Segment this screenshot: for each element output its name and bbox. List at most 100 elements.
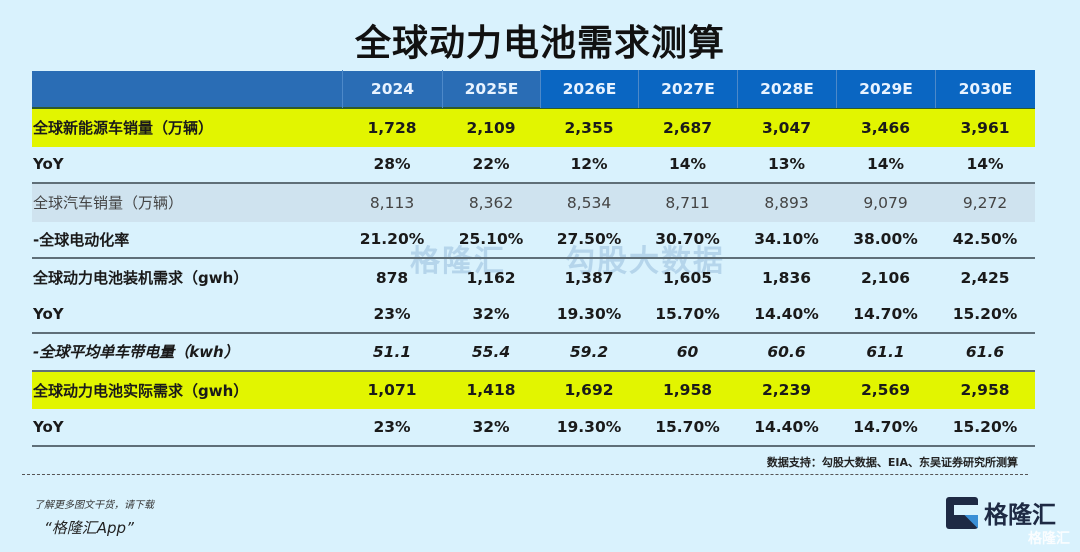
table-cell: 3,961 [960,118,1010,137]
table-cell: 1,692 [564,381,614,400]
table-cell: 60 [676,342,699,361]
table-row: YoY 23% 32% 19.30% 15.70% 14.40% 14.70% … [32,297,1035,334]
row-label: YoY [33,417,64,436]
table-cell: 32% [472,305,510,324]
row-label: 全球动力电池实际需求（gwh） [33,381,249,400]
brand-logo: 格隆汇 [946,495,1056,530]
table-row: -全球平均单车带电量（kwh） 51.1 55.4 59.2 60 60.6 6… [32,334,1035,372]
table-cell: 28% [373,155,411,174]
table-cell: 1,836 [761,268,812,287]
table-cell: 15.20% [952,417,1018,436]
table-cell: 14.40% [754,417,819,436]
dashed-divider [22,474,1028,475]
table-cell: 12% [570,155,608,174]
table-row: -全球电动化率 21.20% 25.10% 27.50% 30.70% 34.1… [32,222,1035,259]
table-cell: 14% [668,155,707,174]
promo-text: 了解更多图文干货，请下载 [34,500,154,511]
table-cell: 32% [472,417,510,436]
table-cell: 2,106 [860,268,911,287]
table-row: YoY 23% 32% 19.30% 15.70% 14.40% 14.70% … [32,409,1035,447]
table-cell: 27.50% [556,230,622,249]
table-cell: 15.70% [655,305,720,324]
table-cell: 2,569 [860,381,911,400]
table-cell: 9,272 [962,193,1008,212]
data-table: 2024 2025E 2026E 2027E 2028E 2029E 2030E… [32,70,1035,447]
table-cell: 8,893 [764,193,809,212]
table-cell: 30.70% [655,230,720,249]
table-cell: 61.6 [965,342,1005,361]
table-cell: 1,605 [662,268,713,287]
table-cell: 3,047 [761,118,812,137]
table-cell: 2,958 [960,381,1010,400]
table-header-row: 2024 2025E 2026E 2027E 2028E 2029E 2030E [32,70,1035,109]
header-cell: 2029E [836,70,935,108]
table-row: 全球新能源车销量（万辆） 1,728 2,109 2,355 2,687 3,0… [32,109,1035,147]
table-cell: 22% [472,155,510,174]
header-cell: 2028E [737,70,836,108]
table-cell: 8,534 [566,193,612,212]
table-cell: 2,355 [564,118,614,137]
table-cell: 14.70% [853,305,918,324]
row-label: YoY [33,155,64,174]
table-cell: 1,162 [466,268,516,287]
table-cell: 1,418 [466,381,516,400]
table-cell: 60.6 [767,342,806,361]
table-cell: 9,079 [863,193,908,212]
table-row: YoY 28% 22% 12% 14% 13% 14% 14% [32,147,1035,184]
table-cell: 3,466 [860,118,911,137]
table-cell: 8,711 [665,193,710,212]
table-cell: 19.30% [556,417,622,436]
table-row: 全球汽车销量（万辆） 8,113 8,362 8,534 8,711 8,893… [32,184,1035,222]
header-cell: 2026E [540,70,638,108]
row-label: -全球电动化率 [33,230,130,249]
table-cell: 61.1 [866,342,905,361]
table-cell: 34.10% [754,230,819,249]
table-cell: 42.50% [952,230,1018,249]
table-cell: 1,387 [564,268,614,287]
data-source-note: 数据支持：勾股大数据、EIA、东吴证券研究所测算 [766,456,1018,469]
table-cell: 25.10% [458,230,524,249]
table-cell: 55.4 [471,342,511,361]
logo-text: 格隆汇 [984,501,1056,529]
table-cell: 8,362 [468,193,514,212]
table-cell: 38.00% [853,230,918,249]
header-cell: 2030E [935,70,1035,108]
table-cell: 23% [373,305,411,324]
table-cell: 14% [866,155,905,174]
table-row: 全球动力电池实际需求（gwh） 1,071 1,418 1,692 1,958 … [32,371,1035,409]
table-row: 全球动力电池装机需求（gwh） 878 1,162 1,387 1,605 1,… [32,259,1035,297]
logo-g-icon [946,496,978,529]
header-label-cell [32,70,342,108]
table-cell: 878 [375,268,409,287]
table-cell: 2,425 [960,268,1010,287]
table-cell: 1,071 [367,381,417,400]
header-cell: 2025E [442,70,540,108]
table-cell: 19.30% [556,305,622,324]
table-cell: 2,239 [761,381,812,400]
table-cell: 13% [767,155,806,174]
header-cell: 2027E [638,70,737,108]
table-cell: 14.40% [754,305,819,324]
row-label: YoY [33,305,64,324]
promo-app-name: “格隆汇App” [44,519,134,537]
row-label: -全球平均单车带电量（kwh） [33,343,239,362]
table-cell: 21.20% [359,230,425,249]
row-label: 全球汽车销量（万辆） [33,194,184,213]
table-cell: 15.70% [655,417,720,436]
table-cell: 8,113 [369,193,415,212]
table-cell: 1,958 [662,381,713,400]
table-cell: 14.70% [853,417,918,436]
row-label: 全球新能源车销量（万辆） [33,119,214,138]
header-cell: 2024 [342,70,442,108]
page-title: 全球动力电池需求测算 [354,23,725,64]
corner-watermark: 格隆汇 [1028,531,1070,547]
table-cell: 2,687 [662,118,713,137]
table-cell: 51.1 [372,342,412,361]
table-cell: 23% [373,417,411,436]
table-cell: 1,728 [367,118,417,137]
table-cell: 2,109 [466,118,516,137]
table-cell: 14% [966,155,1004,174]
table-cell: 15.20% [952,305,1018,324]
row-label: 全球动力电池装机需求（gwh） [33,269,249,288]
table-cell: 59.2 [569,342,609,361]
